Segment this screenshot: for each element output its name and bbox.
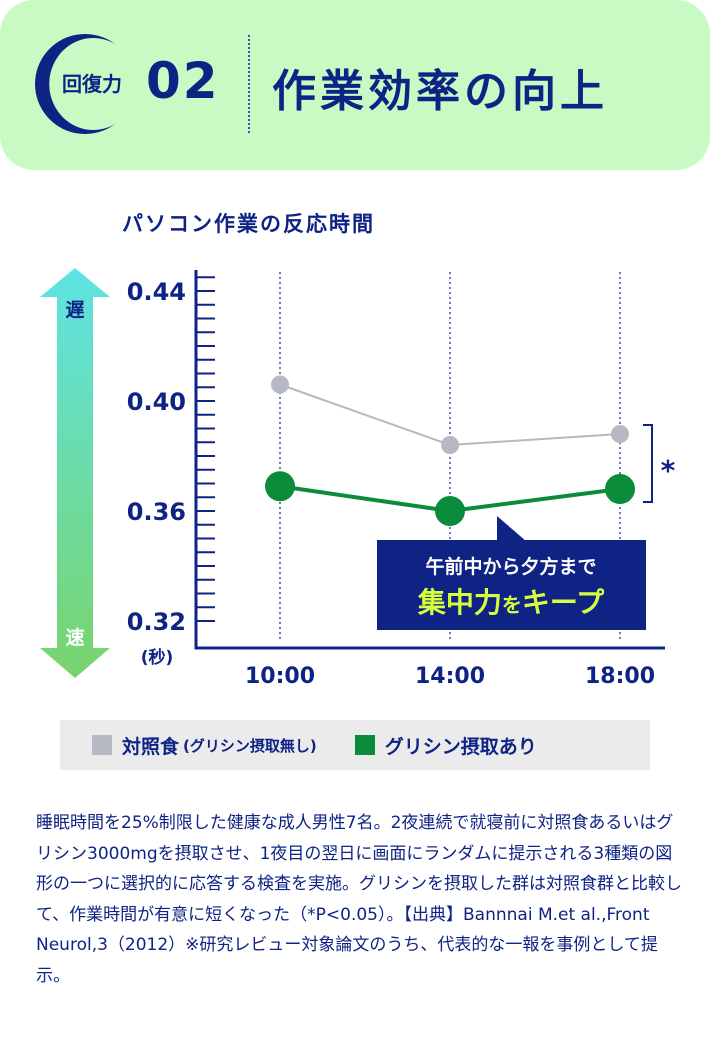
study-description: 睡眠時間を25%制限した健康な成人男性7名。2夜連続で就寝前に対照食あるいはグリ… xyxy=(36,813,682,986)
data-point xyxy=(435,496,465,526)
divider xyxy=(248,35,250,133)
callout-keep: キープ xyxy=(522,586,605,619)
chart-title: パソコン作業の反応時間 xyxy=(122,212,375,236)
y-tick-label: 0.40 xyxy=(127,388,186,416)
legend-swatch-control xyxy=(92,735,112,755)
legend-glycine: グリシン摂取あり xyxy=(384,735,537,758)
axis-line xyxy=(194,270,665,650)
legend: 対照食 (グリシン摂取無し) グリシン摂取あり xyxy=(60,720,650,770)
recovery-badge: 回復力 xyxy=(62,72,122,96)
y-tick-label: 0.32 xyxy=(127,608,186,636)
legend-control: 対照食 xyxy=(122,735,180,758)
speed-arrow: 遅 速 xyxy=(40,268,110,678)
y-tick-label: 0.44 xyxy=(127,278,186,306)
callout: 午前中から夕方まで 集中力をキープ xyxy=(377,516,646,630)
recovery-number: 02 xyxy=(146,52,220,110)
callout-particle: を xyxy=(502,593,522,617)
page-title: 作業効率の向上 xyxy=(272,66,608,117)
line-chart: 遅 速 10:00 14:00 18:000.440.400.360.32 (秒) … xyxy=(40,268,676,689)
data-point xyxy=(441,436,459,454)
fast-label: 速 xyxy=(65,626,84,649)
significance-bracket: * xyxy=(643,424,676,503)
legend-control-note: (グリシン摂取無し) xyxy=(183,736,317,755)
legend-swatch-glycine xyxy=(354,735,375,755)
data-point xyxy=(605,474,635,504)
x-tick-label: 14:00 xyxy=(415,664,485,689)
header-banner: 回復力 02 作業効率の向上 xyxy=(0,0,710,170)
callout-focus: 集中力 xyxy=(417,586,502,619)
data-point xyxy=(611,425,629,443)
slow-label: 遅 xyxy=(65,299,84,321)
svg-text:集中力をキープ: 集中力をキープ xyxy=(417,586,605,619)
crescent-moon-icon xyxy=(35,33,115,134)
data-point xyxy=(271,375,289,394)
x-tick-label: 18:00 xyxy=(585,664,655,689)
x-tick-label: 10:00 xyxy=(245,664,315,689)
callout-line1: 午前中から夕方まで xyxy=(425,555,596,578)
significance-mark: * xyxy=(661,454,676,487)
data-point xyxy=(265,471,295,502)
y-tick-label: 0.36 xyxy=(127,498,186,526)
y-unit-label: (秒) xyxy=(141,647,174,668)
